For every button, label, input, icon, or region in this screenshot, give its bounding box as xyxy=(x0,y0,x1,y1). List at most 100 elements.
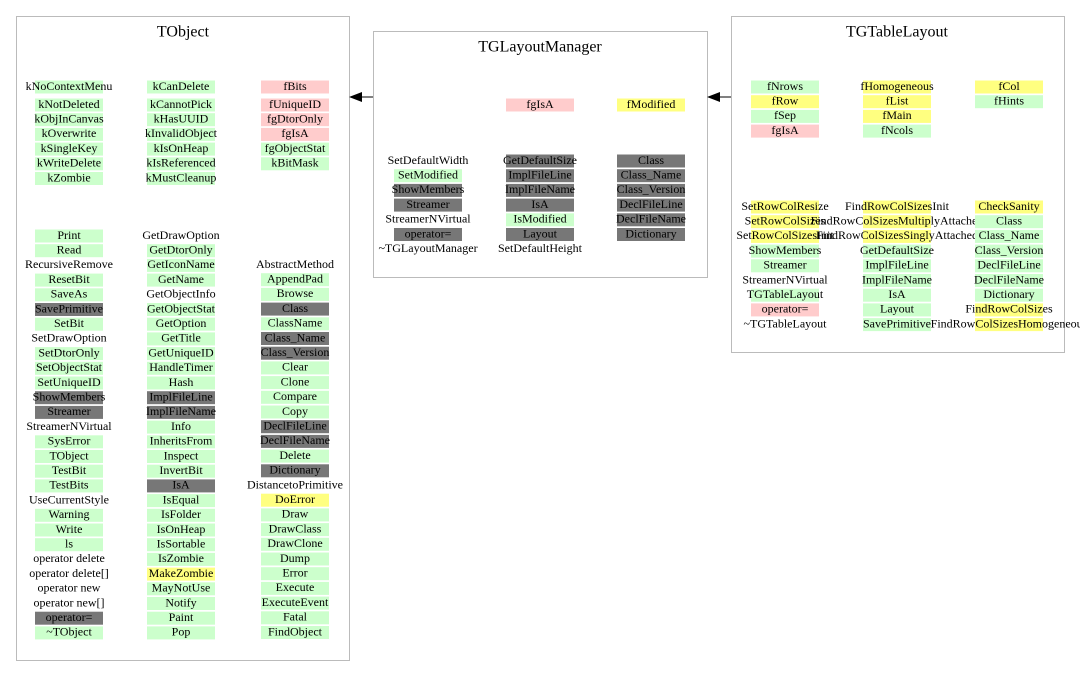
member-highlight xyxy=(261,98,329,112)
member-highlight xyxy=(261,449,329,463)
member-name: ~TGTableLayout xyxy=(744,316,828,330)
member-name: GetOption xyxy=(156,316,207,330)
member-name: HandleTimer xyxy=(149,360,213,374)
member-name: operator= xyxy=(46,610,93,624)
member-name: fNrows xyxy=(767,79,803,93)
member-name: operator= xyxy=(762,302,809,316)
member-name: ShowMembers xyxy=(392,182,465,196)
member-highlight xyxy=(147,258,215,272)
member-highlight xyxy=(975,318,1043,332)
member-name: Class_Name xyxy=(265,330,326,344)
member-highlight xyxy=(751,109,819,123)
member-highlight xyxy=(147,523,215,537)
member-highlight xyxy=(261,317,329,331)
member-name: GetObjectStat xyxy=(147,301,216,315)
member-highlight xyxy=(35,113,103,127)
member-highlight xyxy=(394,169,462,183)
member-name: ClassName xyxy=(268,316,323,330)
member-highlight xyxy=(863,109,931,123)
member-name: kWriteDelete xyxy=(37,156,101,170)
member-highlight xyxy=(863,215,931,229)
member-highlight xyxy=(35,626,103,640)
member-highlight xyxy=(35,172,103,185)
member-highlight xyxy=(975,244,1043,258)
member-highlight xyxy=(147,347,215,361)
member-name: StreamerNVirtual xyxy=(26,419,112,433)
member-highlight xyxy=(751,124,819,138)
member-highlight xyxy=(147,435,215,449)
member-highlight xyxy=(147,626,215,640)
member-name: DrawClone xyxy=(267,536,322,550)
member-highlight xyxy=(261,537,329,551)
member-name: SetDtorOnly xyxy=(38,345,99,359)
member-highlight xyxy=(261,596,329,610)
member-name: SetDrawOption xyxy=(31,331,106,345)
member-name: ImplFileName xyxy=(146,404,216,418)
member-highlight xyxy=(35,98,103,112)
member-highlight xyxy=(35,611,103,625)
member-name: DeclFileLine xyxy=(619,197,682,211)
member-highlight xyxy=(617,183,685,197)
member-highlight xyxy=(35,450,103,463)
member-name: IsOnHeap xyxy=(157,522,206,536)
member-highlight xyxy=(863,303,931,317)
member-highlight xyxy=(35,508,103,522)
member-name: fHomogeneous xyxy=(860,79,934,93)
member-highlight xyxy=(506,98,574,112)
member-name: SetObjectStat xyxy=(36,360,103,374)
member-name: GetDtorOnly xyxy=(149,242,212,256)
member-name: Paint xyxy=(169,610,194,624)
member-name: GetDefaultSize xyxy=(860,243,934,257)
member-highlight xyxy=(751,244,819,258)
member-highlight xyxy=(617,154,685,168)
member-highlight xyxy=(751,95,819,109)
member-highlight xyxy=(506,154,574,168)
member-highlight xyxy=(147,142,215,156)
member-name: fList xyxy=(886,93,909,107)
member-name: Notify xyxy=(165,595,196,609)
member-name: Pop xyxy=(172,625,191,639)
member-name: SetDefaultHeight xyxy=(498,241,583,255)
member-name: TestBits xyxy=(49,478,88,492)
member-name: ImplFileLine xyxy=(508,167,571,181)
member-name: SetRowColResize xyxy=(741,199,828,213)
member-highlight xyxy=(147,113,215,127)
member-highlight xyxy=(35,347,103,361)
member-name: GetObjectInfo xyxy=(146,287,215,301)
member-highlight xyxy=(35,142,103,156)
member-highlight xyxy=(261,523,329,537)
member-name: Browse xyxy=(277,286,314,300)
member-name: kOverwrite xyxy=(42,126,97,140)
member-name: IsA xyxy=(531,197,549,211)
member-highlight xyxy=(35,273,103,287)
member-name: operator new[] xyxy=(34,595,105,609)
member-highlight xyxy=(35,376,103,390)
member-name: fgIsA xyxy=(281,126,309,140)
member-name: InheritsFrom xyxy=(150,434,213,448)
member-highlight xyxy=(506,183,574,197)
member-name: Write xyxy=(56,522,83,536)
member-name: Class xyxy=(282,301,308,315)
member-highlight xyxy=(147,405,215,419)
member-highlight xyxy=(147,172,215,185)
member-name: DistancetoPrimitive xyxy=(247,477,343,491)
member-name: IsModified xyxy=(513,212,566,226)
member-name: Inspect xyxy=(164,448,199,462)
member-name: Dump xyxy=(280,551,310,565)
member-name: kBitMask xyxy=(271,156,318,170)
member-highlight xyxy=(35,127,103,141)
member-name: fUniqueID xyxy=(269,97,321,111)
member-highlight xyxy=(863,200,931,214)
member-name: kNoContextMenu xyxy=(26,79,113,93)
member-highlight xyxy=(261,127,329,141)
member-highlight xyxy=(147,420,215,434)
member-highlight xyxy=(261,405,329,419)
member-name: SetModified xyxy=(398,167,458,181)
member-highlight xyxy=(35,464,103,478)
member-name: SavePrimitive xyxy=(35,301,103,315)
member-name: AbstractMethod xyxy=(256,257,334,271)
member-name: IsA xyxy=(172,478,190,492)
member-highlight xyxy=(506,213,574,227)
member-name: Dictionary xyxy=(625,226,676,240)
